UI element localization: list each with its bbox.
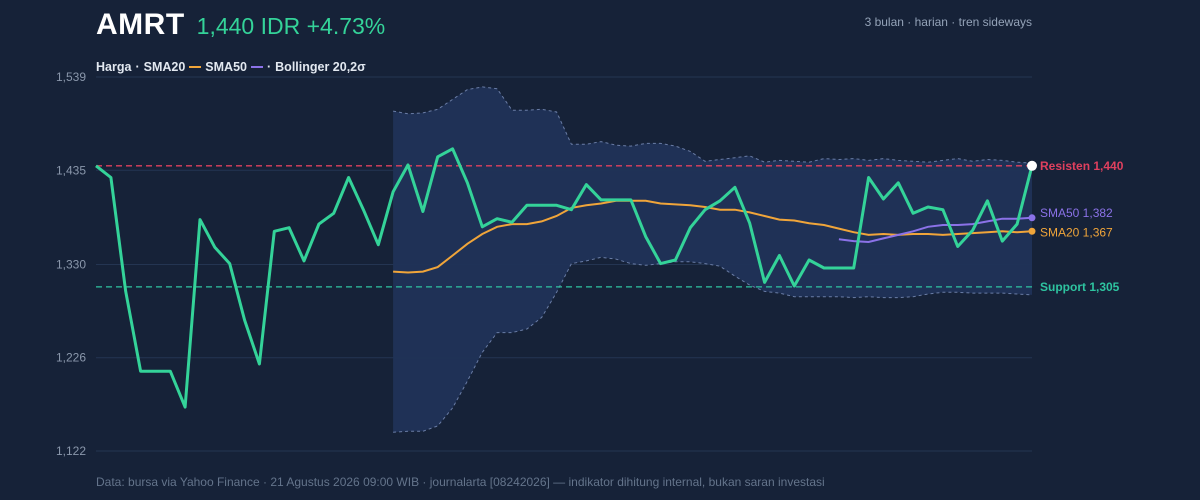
sma20-end-label: SMA20 1,367	[1040, 225, 1113, 239]
sma50-end-label: SMA50 1,382	[1040, 206, 1113, 220]
sma50-line	[838, 216, 1033, 244]
resistance-label: Resisten 1,440	[1040, 159, 1124, 173]
price-line	[95, 147, 1034, 409]
chart-header: AMRT 1,440 IDR +4.73%	[96, 8, 385, 42]
legend-sma50: SMA50	[205, 60, 247, 74]
bollinger-lower-line	[393, 256, 1033, 433]
price-change: 1,440 IDR +4.73%	[196, 13, 386, 39]
legend-sma20-swatch	[189, 66, 202, 68]
bollinger-band-fill	[393, 86, 1033, 433]
legend-separator: ·	[135, 60, 140, 74]
price-end-marker	[1027, 160, 1037, 171]
legend-sma50-swatch	[250, 66, 263, 68]
chart-footer: Data: bursa via Yahoo Finance · 21 Agust…	[96, 475, 825, 489]
legend-separator-2: ·	[266, 60, 272, 74]
sma20-end-marker	[1028, 227, 1036, 235]
y-tick-label: 1,539	[56, 70, 86, 84]
y-tick-label: 1,435	[56, 163, 86, 177]
y-tick-label: 1,122	[56, 444, 86, 458]
sma50-end-marker	[1028, 214, 1036, 222]
sma20-line	[393, 199, 1033, 274]
y-tick-label: 1,226	[56, 351, 86, 365]
legend-sma20: SMA20	[143, 60, 186, 74]
chart-meta: 3 bulan · harian · tren sideways	[864, 15, 1032, 29]
bollinger-upper-line	[393, 86, 1033, 164]
y-tick-label: 1,330	[56, 257, 86, 271]
legend-bollinger: Bollinger 20,2σ	[275, 60, 366, 74]
support-label: Support 1,305	[1040, 280, 1120, 294]
ticker-symbol: AMRT	[96, 8, 185, 41]
legend-price: Harga	[96, 60, 132, 74]
chart-legend: Harga · SMA20 SMA50 · Bollinger 20,2σ	[96, 60, 366, 74]
